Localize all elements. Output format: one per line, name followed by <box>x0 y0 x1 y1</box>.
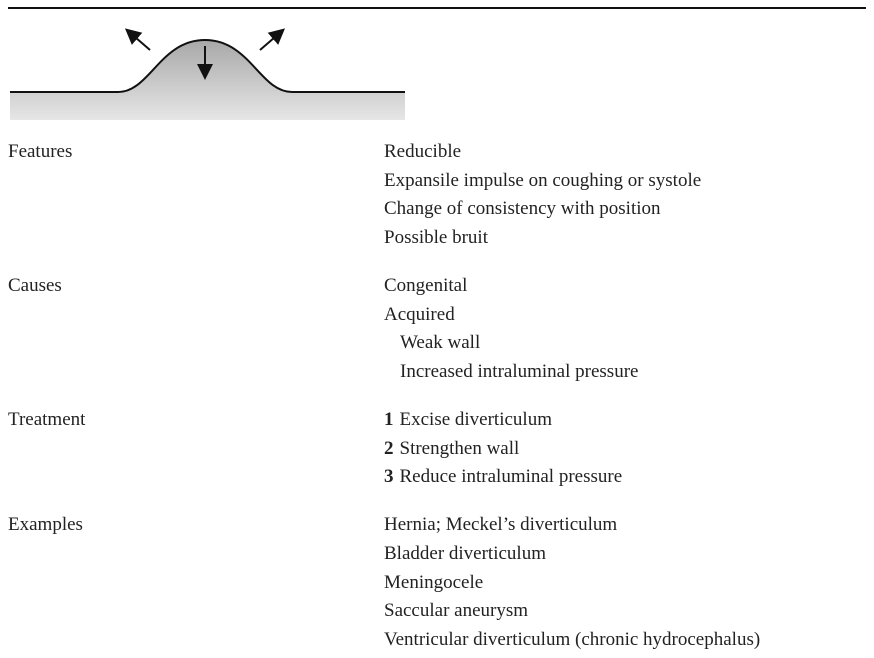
item: Bladder diverticulum <box>384 543 546 564</box>
arrow <box>124 28 151 51</box>
item: Possible bruit <box>384 226 488 248</box>
sub-item: Weak wall <box>400 332 481 354</box>
bulge-fill <box>10 40 405 120</box>
item: Congenital <box>384 275 468 296</box>
item: Change of consistency with position <box>384 198 661 220</box>
item-text: Reduce intraluminal pressure <box>399 466 623 488</box>
item: Hernia; Meckel’s diverticulum <box>384 514 618 536</box>
item-text: Excise diverticulum <box>399 409 552 430</box>
bulge-wall <box>10 38 405 93</box>
item: Saccular aneurysm <box>384 600 529 622</box>
item-text: Strengthen wall <box>399 437 520 459</box>
item: Ventricular diverticulum (chronic hydroc… <box>384 628 761 650</box>
numbered-item: 2 Strengthen wall <box>384 437 519 461</box>
item: Meningocele <box>384 571 484 593</box>
item: Acquired <box>384 303 455 325</box>
sub-item: Increased intraluminal pressure <box>400 360 639 382</box>
arrow <box>259 28 286 51</box>
numbered-item: 1 Excise diverticulum <box>384 408 552 432</box>
row-label: Treatment <box>8 409 86 430</box>
item-number: 2 <box>384 437 394 459</box>
row-label: Causes <box>8 275 62 296</box>
row-label: Features <box>8 141 73 162</box>
item-number: 1 <box>384 409 394 430</box>
item: Reducible <box>384 141 462 162</box>
row-label: Examples <box>8 514 83 536</box>
header-figure <box>8 7 866 120</box>
numbered-item: 3 Reduce intraluminal pressure <box>384 465 622 489</box>
item-number: 3 <box>384 466 394 488</box>
item: Expansile impulse on coughing or systole <box>384 169 702 191</box>
